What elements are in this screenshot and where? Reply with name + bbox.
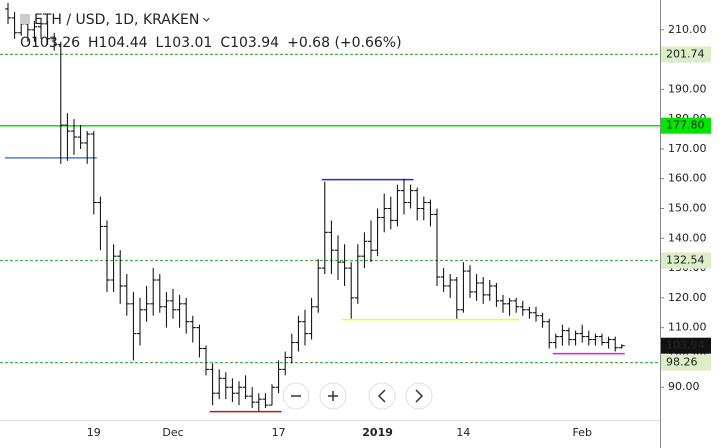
symbol-icon: [20, 14, 30, 24]
x-tick-label: 14: [456, 426, 470, 439]
y-tick-label: 120.00: [668, 291, 707, 304]
ohlc-legend: C103.94: [220, 35, 279, 51]
level-label: 177.80: [666, 119, 705, 132]
level-label-box: [661, 117, 711, 134]
last-price-label: 103.94: [666, 339, 705, 352]
chart-title[interactable]: ETH / USD, 1D, KRAKEN: [34, 12, 199, 28]
y-tick-label: 170.00: [668, 142, 707, 155]
y-tick-label: 140.00: [668, 231, 707, 244]
y-tick-label: 150.00: [668, 202, 707, 215]
level-label-box: [661, 46, 711, 63]
y-tick-label: 110.00: [668, 321, 707, 334]
x-tick-label: 2019: [362, 426, 393, 439]
x-tick-label: 17: [272, 426, 286, 439]
level-label-box: [661, 252, 711, 269]
dropdown-chevron: [203, 17, 210, 22]
y-tick-label: 160.00: [668, 172, 707, 185]
icon: [415, 389, 424, 403]
ohlc-legend: O103.26: [20, 35, 80, 51]
x-tick-label: Feb: [572, 426, 591, 439]
icon: [328, 391, 338, 401]
y-tick-label: 210.00: [668, 23, 707, 36]
ohlc-legend: H104.44: [88, 35, 148, 51]
header: ETH / USD, 1D, KRAKEN O103.26 H104.44 L103…: [20, 12, 402, 51]
y-tick-label: 90.00: [668, 380, 700, 393]
y-tick-label: 190.00: [668, 82, 707, 95]
last-price-box: [661, 337, 711, 354]
level-label-box: [661, 354, 711, 371]
zoom-controls: [282, 382, 433, 410]
plot: [0, 2, 660, 413]
level-label: 132.54: [666, 254, 705, 267]
icon: [377, 389, 386, 403]
scroll-left-button[interactable]: [368, 382, 396, 410]
ohlc-legend: +0.68 (+0.66%): [287, 35, 401, 51]
scroll-right-button[interactable]: [405, 382, 433, 410]
ohlc-legend: L103.01: [156, 35, 213, 51]
level-label: 201.74: [666, 47, 705, 60]
level-label: 98.26: [666, 356, 698, 369]
x-tick-label: 19: [87, 426, 101, 439]
x-tick-label: Dec: [162, 426, 183, 439]
